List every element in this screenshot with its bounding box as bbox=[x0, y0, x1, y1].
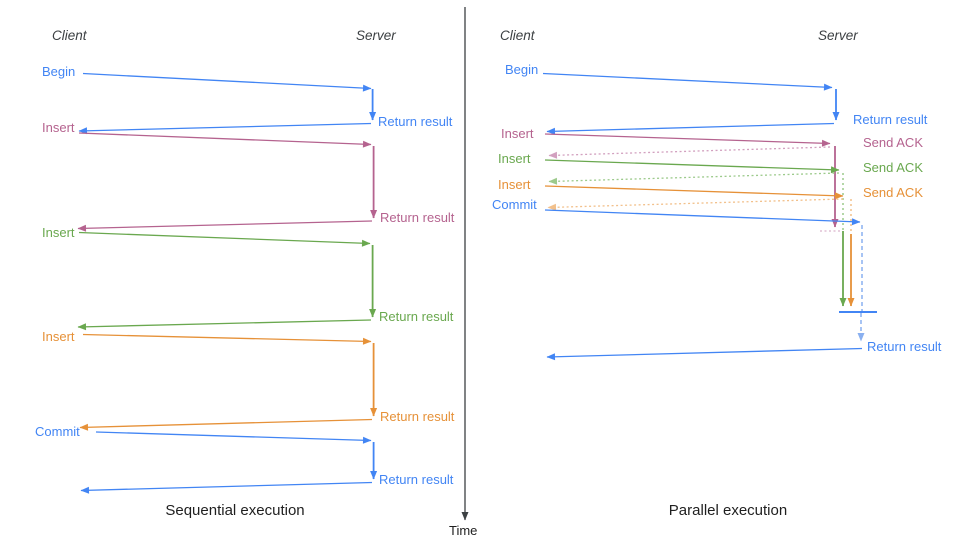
left-return-result-5: Return result bbox=[379, 472, 454, 487]
diagram-line bbox=[544, 133, 831, 147]
diagram-line bbox=[82, 333, 372, 345]
left-begin-label: Begin bbox=[42, 64, 76, 79]
diagram-line bbox=[544, 209, 861, 226]
diagram-line bbox=[546, 122, 835, 135]
right-send-ack-2: Send ACK bbox=[863, 160, 923, 175]
diagram-line bbox=[77, 220, 373, 232]
diagram-line bbox=[82, 72, 372, 92]
diagram-line bbox=[547, 198, 844, 211]
diagram-line bbox=[544, 185, 844, 200]
diagram-line bbox=[80, 481, 373, 494]
diagram-line bbox=[95, 431, 372, 444]
diagram-line bbox=[546, 347, 863, 361]
left-return-result-2: Return result bbox=[380, 210, 455, 225]
diagram-line bbox=[548, 146, 831, 159]
left-insert1-label: Insert bbox=[42, 120, 75, 135]
left-return-result-4: Return result bbox=[380, 409, 455, 424]
diagram-line bbox=[542, 72, 833, 91]
diagram-line bbox=[544, 159, 840, 174]
diagram-line bbox=[548, 172, 840, 185]
left-insert3-label: Insert bbox=[42, 329, 75, 344]
left-client-header: Client bbox=[52, 28, 87, 43]
right-server-header: Server bbox=[818, 28, 858, 43]
right-caption: Parallel execution bbox=[668, 502, 788, 519]
left-caption: Sequential execution bbox=[165, 502, 305, 519]
right-commit-label: Commit bbox=[492, 197, 537, 212]
diagram-line bbox=[78, 122, 372, 135]
right-client-header: Client bbox=[500, 28, 535, 43]
left-return-result-1: Return result bbox=[378, 114, 453, 129]
right-return-result-top: Return result bbox=[853, 112, 928, 127]
diagram-line bbox=[78, 231, 371, 247]
right-begin-label: Begin bbox=[505, 62, 539, 77]
right-insert2-label: Insert bbox=[498, 151, 531, 166]
right-insert1-label: Insert bbox=[501, 126, 534, 141]
right-return-result-bottom: Return result bbox=[867, 339, 942, 354]
right-send-ack-1: Send ACK bbox=[863, 135, 923, 150]
time-axis-label: Time bbox=[449, 523, 478, 538]
left-return-result-3: Return result bbox=[379, 309, 454, 324]
right-send-ack-3: Send ACK bbox=[863, 185, 923, 200]
left-server-header: Server bbox=[356, 28, 396, 43]
diagram-line bbox=[78, 132, 372, 148]
left-insert2-label: Insert bbox=[42, 225, 75, 240]
right-insert3-label: Insert bbox=[498, 177, 531, 192]
diagram-line bbox=[79, 418, 373, 431]
left-commit-label: Commit bbox=[35, 424, 80, 439]
diagram-line bbox=[77, 319, 372, 331]
